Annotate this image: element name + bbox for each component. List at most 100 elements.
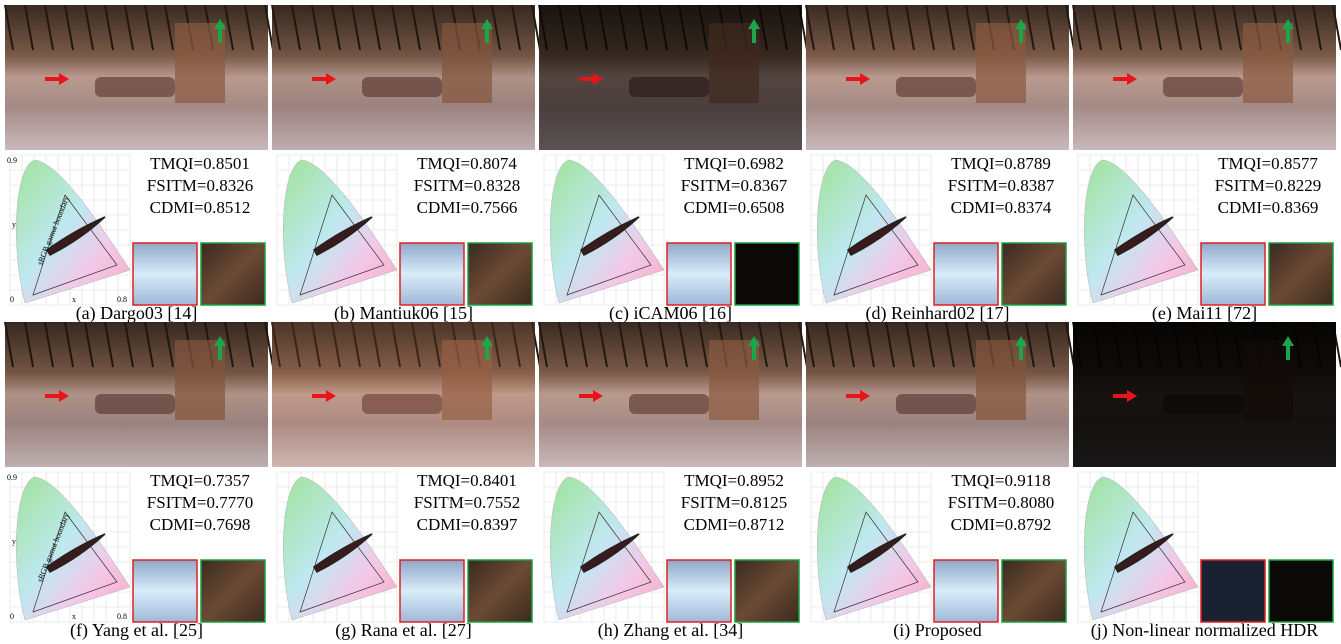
chromaticity-diagram	[277, 472, 397, 622]
car	[629, 394, 709, 414]
pillar	[175, 23, 225, 103]
chromaticity-diagram	[544, 472, 664, 622]
crop-red	[1201, 560, 1265, 622]
spectral-locus	[283, 160, 397, 303]
crop-green	[1002, 560, 1066, 622]
metric: TMQI=0.6982	[684, 154, 784, 173]
pillar	[976, 23, 1026, 103]
spectral-locus	[283, 477, 397, 620]
spectral-locus	[550, 160, 664, 303]
metric: CDMI=0.8397	[417, 515, 518, 534]
crop-green	[1002, 243, 1066, 305]
caption: (d) Reinhard02 [17]	[866, 303, 1010, 324]
metric: FSITM=0.8080	[948, 493, 1054, 512]
metric: FSITM=0.8229	[1215, 176, 1321, 195]
car	[95, 77, 175, 97]
spectral-locus	[16, 477, 130, 620]
caption: (g) Rana et al. [27]	[335, 620, 471, 641]
metric: FSITM=0.7552	[414, 493, 520, 512]
metric: TMQI=0.8789	[951, 154, 1051, 173]
metric: TMQI=0.7357	[150, 471, 250, 490]
spectral-locus	[817, 160, 931, 303]
metric: CDMI=0.8792	[951, 515, 1052, 534]
spectral-locus	[550, 477, 664, 620]
shade	[5, 322, 268, 467]
metric: CDMI=0.7566	[417, 198, 518, 217]
crop-green	[468, 243, 532, 305]
metric: FSITM=0.8125	[681, 493, 787, 512]
crop-red	[400, 560, 464, 622]
chromaticity-diagram	[811, 472, 931, 622]
metric: TMQI=0.8952	[684, 471, 784, 490]
crop-green	[201, 243, 265, 305]
photo	[806, 5, 1074, 150]
crop-green	[1269, 560, 1333, 622]
caption: (a) Dargo03 [14]	[76, 303, 198, 324]
axis-label: 0.9	[7, 473, 17, 482]
panel: TMQI=0.8577 FSITM=0.8229 CDMI=0.8369 (e) Ma…	[1073, 5, 1341, 324]
shade	[539, 5, 802, 150]
photo	[539, 5, 807, 150]
caption: (b) Mantiuk06 [15]	[334, 303, 473, 324]
chromaticity-diagram	[1078, 472, 1198, 622]
spectral-locus	[1084, 160, 1198, 303]
shade	[806, 322, 1069, 467]
panel: TMQI=0.8789 FSITM=0.8387 CDMI=0.8374 (d) Re…	[806, 5, 1074, 324]
photo	[539, 322, 807, 467]
crop-red	[400, 243, 464, 305]
caption: (f) Yang et al. [25]	[70, 620, 203, 641]
crop-green	[201, 560, 265, 622]
photo	[272, 322, 540, 467]
crop-red	[934, 560, 998, 622]
chromaticity-diagram	[277, 155, 397, 305]
metric: CDMI=0.8369	[1218, 198, 1319, 217]
shade	[272, 5, 535, 150]
crop-red	[133, 560, 197, 622]
metric: CDMI=0.6508	[684, 198, 785, 217]
pillar	[1243, 23, 1293, 103]
axis-label: y	[12, 537, 16, 546]
tint	[272, 322, 535, 467]
axis-label: 0	[10, 612, 14, 621]
crop-red	[667, 560, 731, 622]
crop-green	[735, 560, 799, 622]
crop-green	[468, 560, 532, 622]
metric: FSITM=0.8326	[147, 176, 253, 195]
chromaticity-diagram	[811, 155, 931, 305]
panel: TMQI=0.8401 FSITM=0.7552 CDMI=0.8397 (g) Ra…	[272, 322, 540, 641]
car	[1163, 77, 1243, 97]
photo	[806, 322, 1074, 467]
metric: CDMI=0.8512	[150, 198, 251, 217]
panel: 0.9y0x0.8sRGB gamut boundaryTMQI=0.7357F…	[5, 322, 273, 641]
crop-red	[133, 243, 197, 305]
metric: FSITM=0.8387	[948, 176, 1055, 195]
metric: TMQI=0.8577	[1218, 154, 1318, 173]
metric: CDMI=0.7698	[150, 515, 251, 534]
crop-red	[934, 243, 998, 305]
axis-label: y	[12, 220, 16, 229]
photo	[1073, 5, 1341, 150]
photo	[5, 322, 273, 467]
photo	[1073, 322, 1341, 467]
metric: TMQI=0.8401	[417, 471, 517, 490]
shade	[1073, 322, 1336, 467]
photo	[272, 5, 540, 150]
figure: 0.9y0x0.8sRGB gamut boundaryTMQI=0.8501F…	[0, 0, 1341, 644]
caption: (j) Non-linear normalized HDR	[1091, 620, 1318, 641]
metric: FSITM=0.8328	[414, 176, 520, 195]
caption: (h) Zhang et al. [34]	[598, 620, 743, 641]
panel: TMQI=0.8952FSITM=0.8125CDMI=0.8712(h) Zh…	[539, 322, 807, 641]
caption: (i) Proposed	[893, 620, 982, 641]
panel: TMQI=0.8074FSITM=0.8328CDMI=0.7566(b) Ma…	[272, 5, 540, 324]
caption: (e) Mai11 [72]	[1152, 303, 1257, 324]
panel: TMQI=0.9118 FSITM=0.8080 CDMI=0.8792 (i) Pr…	[806, 322, 1074, 641]
axis-label: 0.9	[7, 156, 17, 165]
crop-red	[667, 243, 731, 305]
metric: TMQI=0.8501	[150, 154, 250, 173]
spectral-locus	[16, 160, 130, 303]
metric: CDMI=0.8374	[951, 198, 1052, 217]
metric: TMQI=0.9118	[951, 471, 1050, 490]
